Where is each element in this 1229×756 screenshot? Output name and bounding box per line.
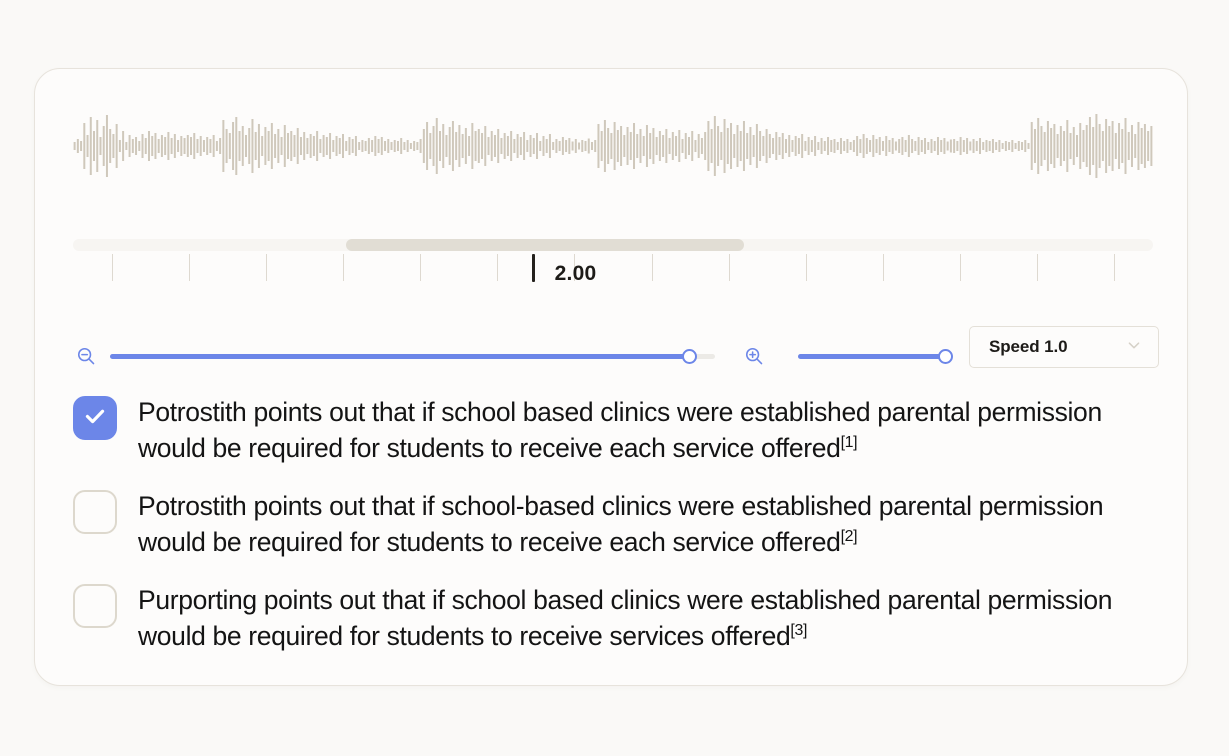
ruler-tick — [188, 254, 190, 281]
ruler-tick — [728, 254, 730, 281]
option-reference-1: [1] — [840, 434, 858, 452]
ruler-tick — [265, 254, 267, 281]
ruler-tick — [343, 254, 344, 281]
option-label-2: Potrostith points out that if school-bas… — [138, 491, 1104, 557]
ruler-tick — [111, 254, 113, 281]
ruler-tick — [805, 254, 807, 281]
ruler-tick — [420, 254, 422, 281]
zoom-slider-thumb[interactable] — [682, 349, 697, 364]
list-item: Potrostith points out that if school-bas… — [73, 488, 1158, 560]
checkmark-icon — [82, 403, 108, 434]
timeline-ruler[interactable]: 2.00 — [73, 254, 1153, 302]
playhead-marker[interactable] — [532, 254, 535, 282]
ruler-tick — [497, 254, 499, 281]
ruler-tick — [1114, 254, 1116, 281]
volume-slider-thumb[interactable] — [938, 349, 953, 364]
ruler-tick — [1037, 254, 1039, 281]
volume-slider[interactable] — [798, 343, 953, 369]
option-label-3: Purporting points out that if school bas… — [138, 585, 1113, 651]
ruler-tick — [960, 254, 962, 281]
option-checkbox-3[interactable] — [73, 584, 117, 628]
list-item: Potrostith points out that if school bas… — [73, 394, 1158, 466]
speed-select[interactable]: Speed 1.0 — [969, 326, 1159, 368]
zoom-in-icon[interactable] — [741, 343, 767, 369]
ruler-tick — [883, 254, 884, 281]
ruler-tick — [651, 254, 653, 281]
zoom-out-icon[interactable] — [73, 343, 99, 369]
playhead-time-label: 2.00 — [554, 262, 597, 285]
option-label-1: Potrostith points out that if school bas… — [138, 397, 1102, 463]
option-checkbox-1[interactable] — [73, 396, 117, 440]
timeline-scrollbar-track[interactable] — [73, 239, 1153, 251]
list-item: Purporting points out that if school bas… — [73, 582, 1158, 654]
volume-slider-fill — [798, 354, 951, 359]
chevron-down-icon — [1124, 335, 1144, 360]
zoom-slider[interactable] — [110, 343, 715, 369]
option-reference-2: [2] — [840, 528, 858, 546]
playback-controls: Speed 1.0 — [73, 326, 1159, 377]
audio-waveform-icon — [73, 114, 1153, 178]
timeline-scrollbar-thumb[interactable] — [346, 239, 744, 251]
zoom-slider-fill — [110, 354, 692, 359]
audio-transcript-card: 2.00 — [34, 68, 1188, 686]
option-reference-3: [3] — [790, 622, 808, 640]
transcript-options-list: Potrostith points out that if school bas… — [73, 394, 1158, 654]
ruler-tick — [574, 254, 576, 281]
speed-select-label: Speed 1.0 — [989, 337, 1068, 356]
waveform-container[interactable] — [73, 91, 1153, 201]
option-checkbox-2[interactable] — [73, 490, 117, 534]
